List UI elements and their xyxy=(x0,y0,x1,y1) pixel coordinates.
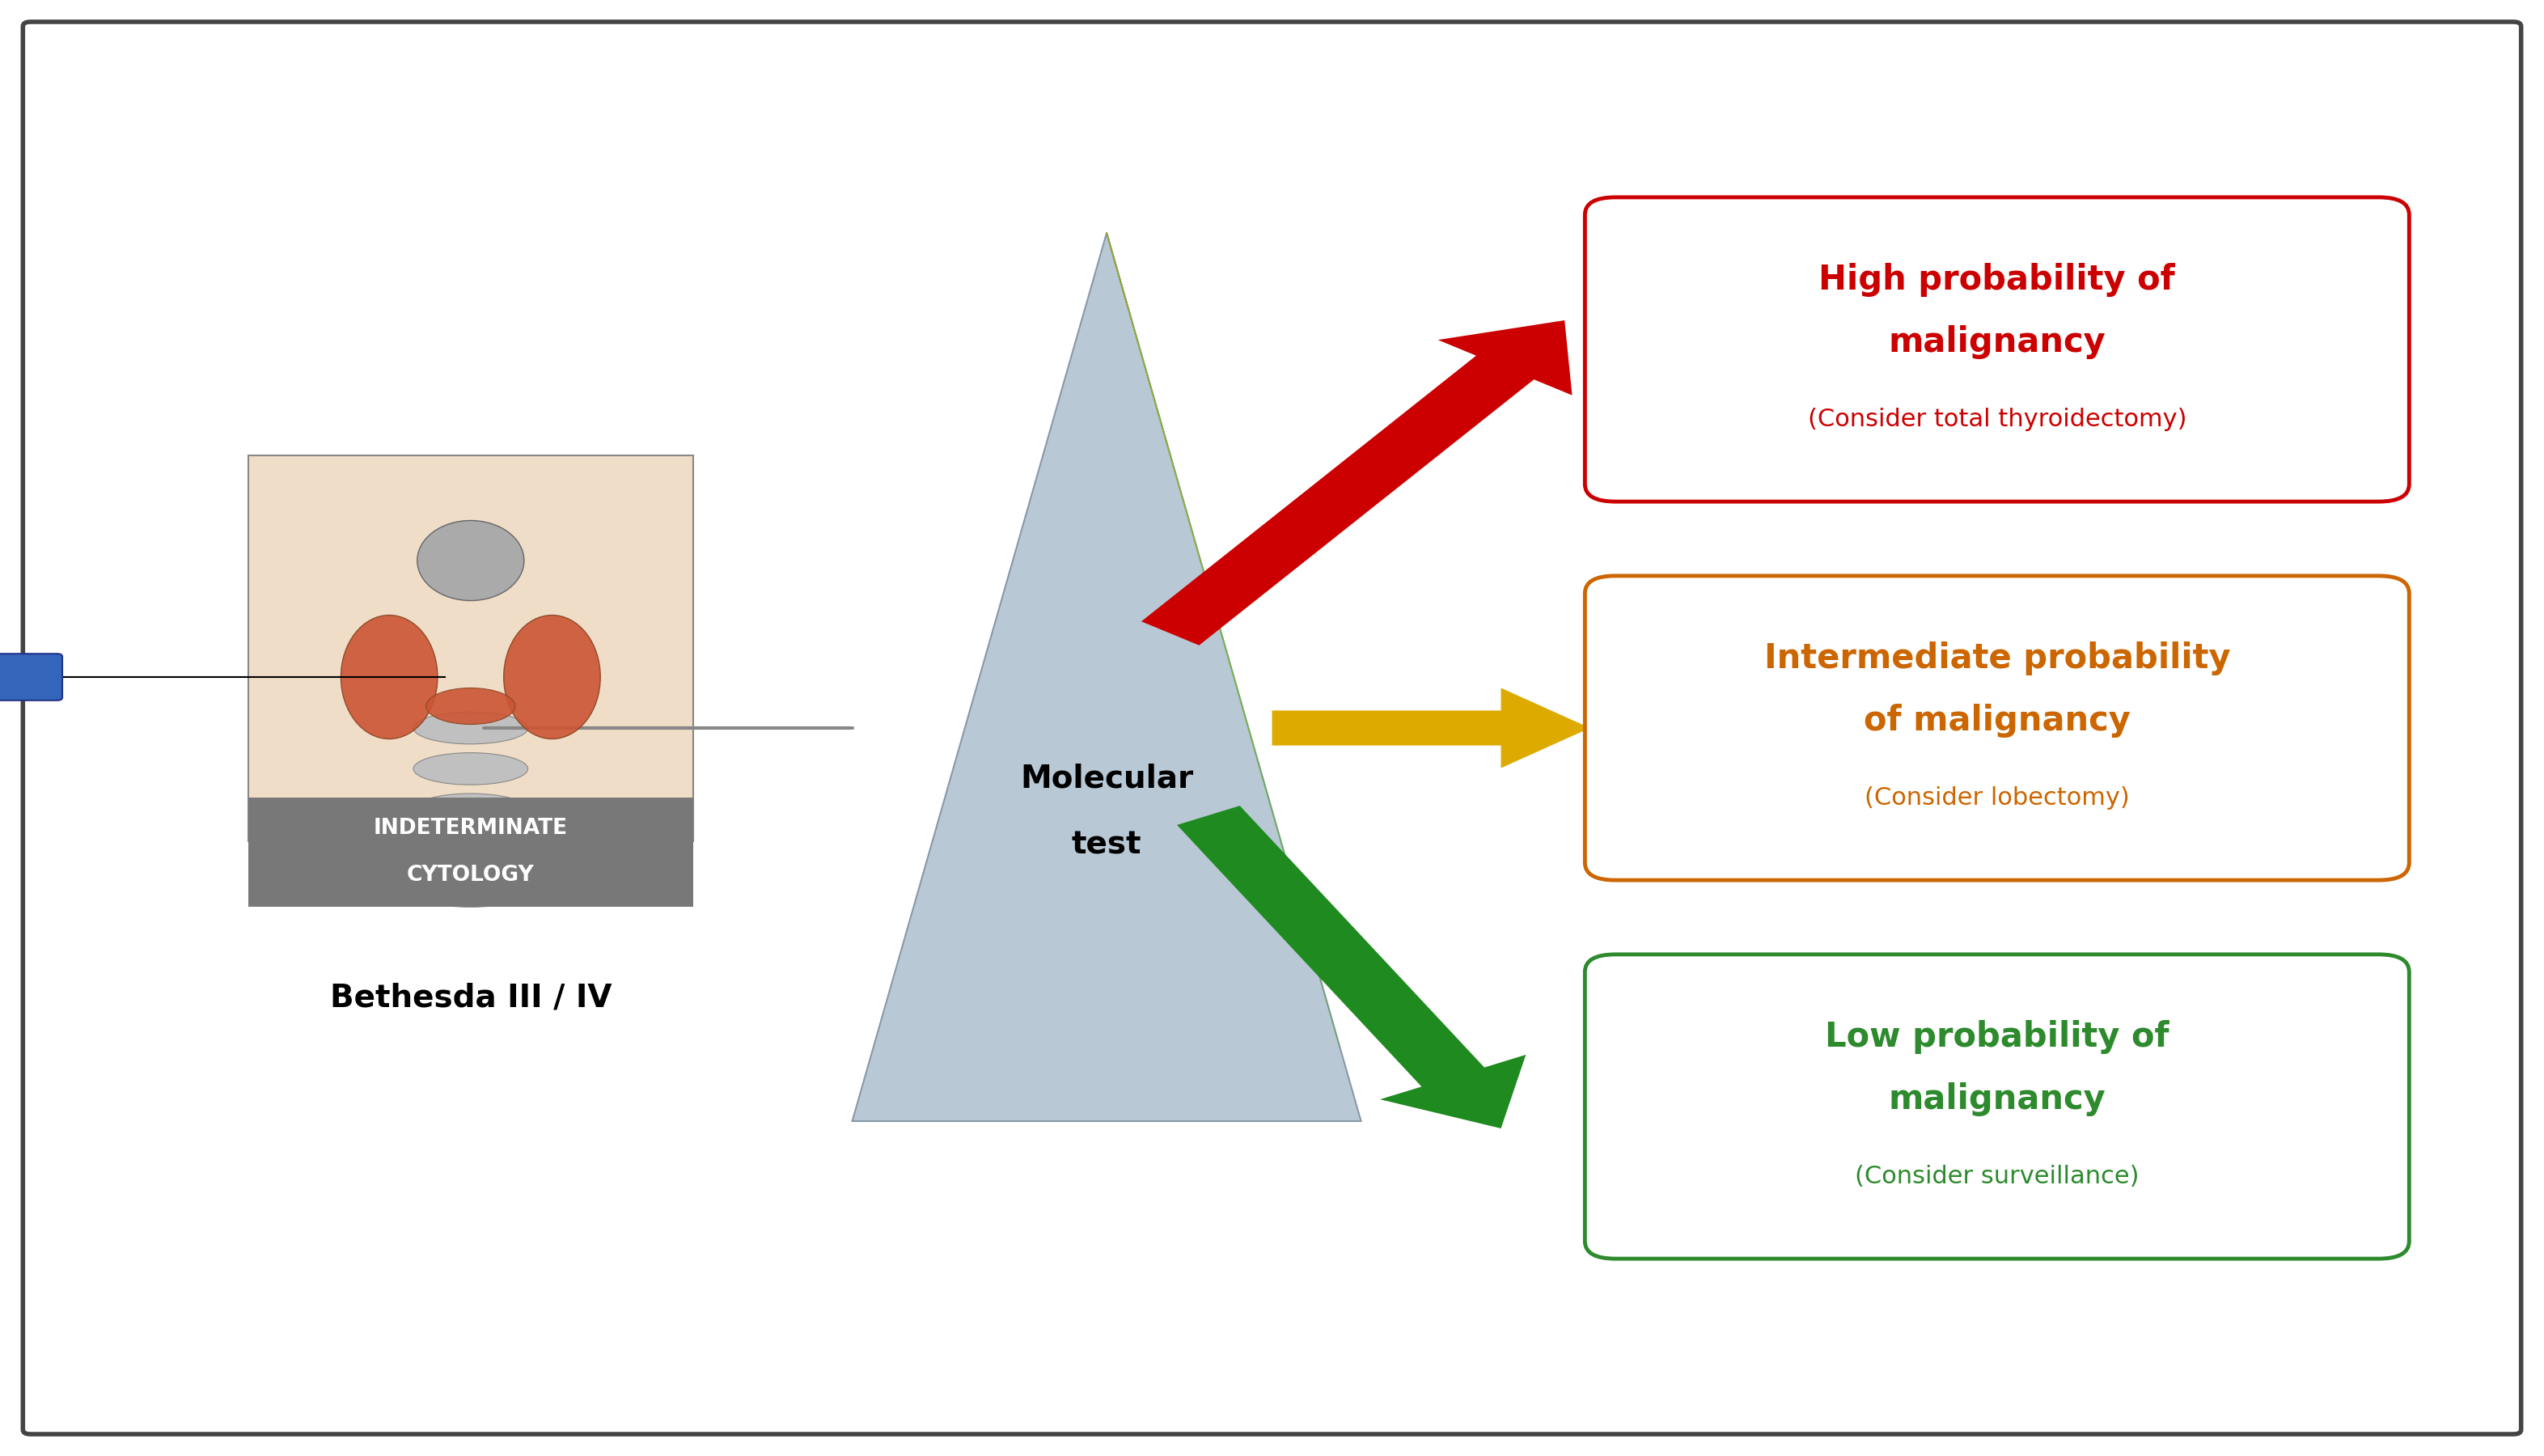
Text: malignancy: malignancy xyxy=(1888,325,2106,360)
Text: CYTOLOGY: CYTOLOGY xyxy=(407,865,534,885)
Ellipse shape xyxy=(412,712,529,744)
FancyBboxPatch shape xyxy=(1585,577,2409,879)
Text: (Consider total thyroidectomy): (Consider total thyroidectomy) xyxy=(1809,408,2185,431)
FancyArrow shape xyxy=(1142,320,1572,645)
Text: malignancy: malignancy xyxy=(1888,1082,2106,1117)
FancyBboxPatch shape xyxy=(1585,198,2409,501)
FancyArrow shape xyxy=(1272,689,1590,769)
Ellipse shape xyxy=(417,521,524,600)
Text: Low probability of: Low probability of xyxy=(1824,1019,2170,1054)
Text: (Consider surveillance): (Consider surveillance) xyxy=(1855,1165,2140,1188)
FancyBboxPatch shape xyxy=(247,454,692,840)
Ellipse shape xyxy=(427,689,516,725)
Text: test: test xyxy=(1071,828,1142,860)
Text: INDETERMINATE: INDETERMINATE xyxy=(374,818,567,839)
Text: Intermediate probability: Intermediate probability xyxy=(1763,641,2231,676)
Ellipse shape xyxy=(504,614,600,740)
Ellipse shape xyxy=(412,794,529,826)
Text: High probability of: High probability of xyxy=(1819,262,2175,297)
Text: (Consider lobectomy): (Consider lobectomy) xyxy=(1865,786,2129,810)
Ellipse shape xyxy=(341,614,438,740)
Ellipse shape xyxy=(412,753,529,785)
FancyBboxPatch shape xyxy=(1585,955,2409,1258)
Text: Bethesda III / IV: Bethesda III / IV xyxy=(331,981,611,1013)
FancyArrow shape xyxy=(1178,805,1526,1128)
FancyBboxPatch shape xyxy=(247,798,692,906)
Text: of malignancy: of malignancy xyxy=(1865,703,2129,738)
Ellipse shape xyxy=(412,834,529,866)
Ellipse shape xyxy=(412,875,529,907)
FancyBboxPatch shape xyxy=(0,654,61,700)
FancyBboxPatch shape xyxy=(23,22,2521,1434)
Text: Molecular: Molecular xyxy=(1020,763,1193,795)
Polygon shape xyxy=(852,233,1361,1121)
